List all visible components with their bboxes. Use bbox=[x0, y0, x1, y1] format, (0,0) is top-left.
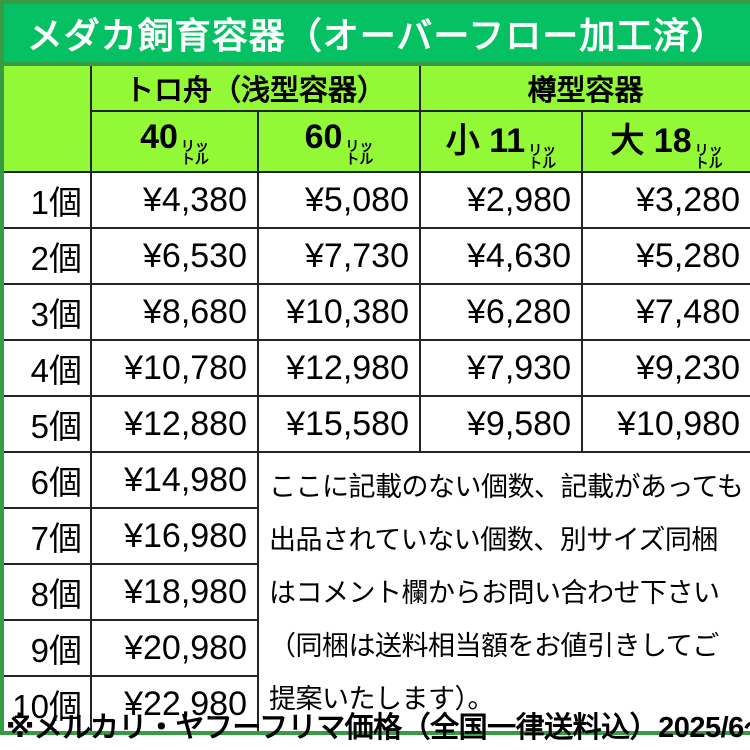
qty-cell: 6個 bbox=[1, 451, 92, 509]
price-cell: ¥5,080 bbox=[257, 171, 421, 229]
price-cell: ¥10,380 bbox=[257, 283, 421, 341]
price-cell: ¥6,530 bbox=[90, 227, 259, 285]
liter-unit-bottom: トル bbox=[528, 155, 557, 171]
price-cell: ¥12,980 bbox=[257, 339, 421, 397]
liter-unit-bottom: トル bbox=[345, 150, 374, 167]
price-cell: ¥2,980 bbox=[419, 171, 583, 229]
size-header-row: 40 リッ トル 60 リッ トル 小 11 リッ トル 大 18 リッ トル bbox=[2, 110, 750, 173]
table-row: 10個 ¥22,980 bbox=[1, 675, 750, 734]
table-row: 3個 ¥8,680 ¥10,380 ¥6,280 ¥7,480 bbox=[1, 283, 750, 341]
page-title: メダカ飼育容器（オーバーフロー加工済） bbox=[0, 0, 750, 66]
size-header-60l: 60 リッ トル bbox=[257, 110, 421, 173]
qty-cell: 9個 bbox=[1, 619, 92, 677]
table-row: 2個 ¥6,530 ¥7,730 ¥4,630 ¥5,280 bbox=[1, 227, 750, 285]
table-row: 1個 ¥4,380 ¥5,080 ¥2,980 ¥3,280 bbox=[1, 171, 750, 229]
qty-cell: 2個 bbox=[1, 227, 92, 285]
price-cell: ¥7,480 bbox=[581, 283, 750, 341]
price-cell: ¥5,280 bbox=[581, 227, 750, 285]
price-cell: ¥9,230 bbox=[581, 339, 750, 397]
size-label: 小 11 bbox=[445, 122, 526, 160]
footer-caption: ※メルカリ・ヤフーフリマ価格（全国一律送料込）2025/6～ bbox=[6, 712, 750, 744]
price-cell: ¥16,980 bbox=[90, 507, 259, 565]
price-cell: ¥10,980 bbox=[581, 395, 750, 453]
inquiry-note: ここに記載のない個数、記載があっても出品されていない個数、別サイズ同梱はコメント… bbox=[257, 451, 750, 734]
size-header-40l: 40 リッ トル bbox=[90, 110, 259, 173]
size-label: 大 18 bbox=[610, 122, 692, 160]
price-cell: ¥7,930 bbox=[419, 339, 583, 397]
price-cell: ¥18,980 bbox=[90, 563, 259, 621]
liter-unit-top: リッ bbox=[528, 142, 557, 158]
table-row: 4個 ¥10,780 ¥12,980 ¥7,930 ¥9,230 bbox=[1, 339, 750, 397]
liter-unit-bottom: トル bbox=[180, 150, 209, 167]
qty-cell: 10個 bbox=[1, 675, 92, 734]
liter-unit: リッ トル bbox=[345, 137, 374, 167]
liter-unit-top: リッ bbox=[694, 142, 723, 158]
size-label: 60 bbox=[304, 117, 343, 156]
table-row: 8個 ¥18,980 bbox=[1, 563, 750, 621]
price-cell: ¥3,280 bbox=[581, 171, 750, 229]
qty-cell: 3個 bbox=[1, 283, 92, 341]
price-cell: ¥22,980 bbox=[90, 675, 259, 734]
table-row: 5個 ¥12,880 ¥15,580 ¥9,580 ¥10,980 bbox=[1, 395, 750, 453]
group-header-taru: 樽型容器 bbox=[419, 63, 750, 112]
price-cell: ¥9,580 bbox=[419, 395, 583, 453]
table-row: 9個 ¥20,980 bbox=[1, 619, 750, 677]
size-header-large-18l: 大 18 リッ トル bbox=[581, 110, 750, 173]
liter-unit-top: リッ bbox=[180, 137, 209, 154]
price-cell: ¥6,280 bbox=[419, 283, 583, 341]
liter-unit: リッ トル bbox=[694, 142, 723, 171]
price-cell: ¥20,980 bbox=[90, 619, 259, 677]
qty-cell: 1個 bbox=[1, 171, 92, 229]
table-row: 7個 ¥16,980 bbox=[1, 507, 750, 565]
price-cell: ¥4,630 bbox=[419, 227, 583, 285]
liter-unit: リッ トル bbox=[180, 137, 209, 167]
qty-column-header bbox=[1, 63, 92, 173]
liter-unit-bottom: トル bbox=[694, 155, 723, 171]
price-cell: ¥14,980 bbox=[90, 451, 259, 509]
liter-unit: リッ トル bbox=[528, 142, 557, 171]
group-header-toro: トロ舟（浅型容器） bbox=[90, 63, 421, 112]
size-header-small-11l: 小 11 リッ トル bbox=[419, 110, 583, 173]
qty-cell: 7個 bbox=[1, 507, 92, 565]
table-row: 6個 ¥14,980 ここに記載のない個数、記載があっても出品されていない個数、… bbox=[1, 451, 750, 734]
price-cell: ¥12,880 bbox=[90, 395, 259, 453]
qty-cell: 4個 bbox=[1, 339, 92, 397]
price-cell: ¥15,580 bbox=[257, 395, 421, 453]
group-header-row: トロ舟（浅型容器） 樽型容器 bbox=[1, 63, 750, 173]
price-cell: ¥8,680 bbox=[90, 283, 259, 341]
price-cell: ¥10,780 bbox=[90, 339, 259, 397]
qty-cell: 5個 bbox=[1, 395, 92, 453]
size-label: 40 bbox=[140, 117, 178, 156]
qty-cell: 8個 bbox=[1, 563, 92, 621]
price-cell: ¥4,380 bbox=[90, 171, 259, 229]
banner-row: メダカ飼育容器（オーバーフロー加工済） bbox=[0, 0, 750, 66]
liter-unit-top: リッ bbox=[345, 137, 374, 154]
price-cell: ¥7,730 bbox=[257, 227, 421, 285]
